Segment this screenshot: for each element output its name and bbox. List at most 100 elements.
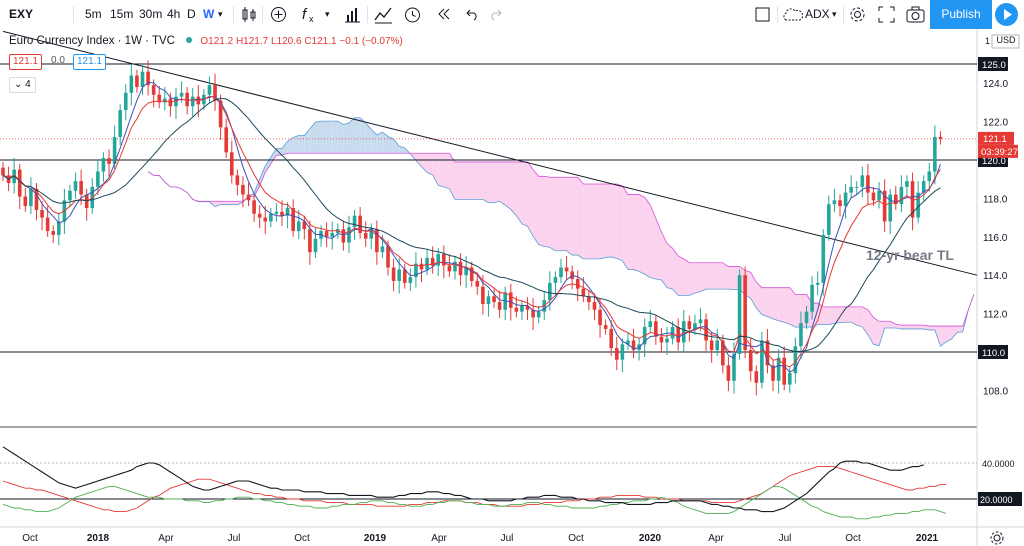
- kumo-segment: [443, 153, 450, 189]
- kumo-segment: [756, 281, 762, 315]
- kumo-segment: [906, 325, 913, 329]
- kumo-segment: [672, 248, 679, 296]
- add-indicator-icon[interactable]: [270, 6, 287, 23]
- kumo-segment: [633, 194, 640, 272]
- candle: [414, 263, 418, 278]
- kumo-segment: [767, 287, 774, 319]
- candle: [626, 340, 630, 345]
- candle: [386, 246, 390, 268]
- ma-fast-line: [2, 81, 941, 374]
- kumo-segment: [711, 262, 718, 290]
- fullscreen-rect-icon[interactable]: [755, 7, 770, 22]
- replay-icon[interactable]: [437, 7, 451, 21]
- level-tag-label: 120.0: [982, 156, 1006, 167]
- indicator-value-3[interactable]: 121.1: [73, 54, 107, 70]
- kumo-segment: [499, 161, 506, 206]
- play-icon[interactable]: [995, 3, 1018, 26]
- kumo-segment: [778, 287, 785, 323]
- time-tick-label: 2020: [639, 533, 662, 544]
- kumo-segment: [689, 262, 695, 296]
- toolbar-divider: [262, 6, 263, 23]
- gear-icon[interactable]: [849, 6, 866, 23]
- interval-15m[interactable]: 15m: [110, 7, 134, 21]
- candle: [877, 190, 881, 201]
- candles: [1, 60, 943, 396]
- line-chart-icon[interactable]: [374, 5, 393, 24]
- candle: [525, 305, 530, 310]
- legend-collapse-toggle[interactable]: ⌄ 4: [9, 77, 36, 93]
- candle: [118, 110, 122, 137]
- currency-label: USD: [996, 35, 1016, 45]
- kumo-segment: [304, 128, 310, 154]
- redo-icon[interactable]: [489, 7, 503, 21]
- symbol-search[interactable]: EXY: [9, 7, 34, 21]
- interval-d[interactable]: D: [187, 7, 196, 21]
- candle: [453, 261, 457, 272]
- candle: [464, 267, 468, 276]
- publish-button[interactable]: Publish: [930, 0, 992, 29]
- settings-gear-icon[interactable]: [990, 531, 1004, 545]
- last-price-label: 121.1: [983, 134, 1007, 145]
- time-tick-label: Apr: [158, 533, 174, 544]
- kumo-segment: [454, 161, 461, 200]
- interval-dropdown-icon[interactable]: ▾: [218, 9, 223, 19]
- legend-ohlc: O121.2 H121.7 L120.6 C121.1 −0.1 (−0.07%…: [200, 36, 403, 47]
- time-tick-label: Apr: [708, 533, 724, 544]
- candle: [698, 319, 703, 324]
- study-template-label[interactable]: ADX: [805, 7, 830, 21]
- indicator-value-1[interactable]: 121.1: [9, 54, 43, 70]
- interval-30m[interactable]: 30m: [139, 7, 163, 21]
- cloud-icon[interactable]: [781, 7, 803, 22]
- candle: [787, 373, 792, 385]
- candle: [587, 296, 591, 303]
- candle: [23, 196, 28, 207]
- level-tag: [978, 57, 1008, 71]
- kumo-segment: [722, 262, 729, 290]
- candle: [263, 217, 268, 222]
- candle: [514, 307, 519, 312]
- template-dropdown-icon[interactable]: ▾: [832, 9, 837, 19]
- kumo-segment: [343, 123, 349, 154]
- candles-style-icon[interactable]: [241, 6, 257, 23]
- kumo-segment: [505, 161, 511, 210]
- fullscreen-icon[interactable]: [878, 6, 895, 23]
- kumo-segment: [561, 177, 567, 251]
- indicators-dropdown-icon[interactable]: ▾: [325, 9, 330, 19]
- kumo-segment: [393, 139, 400, 154]
- candle: [854, 186, 859, 188]
- candle: [213, 85, 217, 101]
- candle: [581, 288, 586, 297]
- kumo-segment: [901, 325, 907, 329]
- chart-area[interactable]: 12-yr bear TL USD 1 108.0 112.0 114.0 116.0 118…: [0, 29, 1024, 546]
- kumo-segment: [231, 201, 238, 205]
- compare-bars-icon[interactable]: [344, 6, 361, 23]
- interval-4h[interactable]: 4h: [167, 7, 181, 21]
- candle: [123, 92, 128, 111]
- kumo-segment: [895, 324, 902, 329]
- gear-inner: [993, 534, 1001, 542]
- kumo-segment: [282, 141, 288, 156]
- kumo-segment: [667, 243, 673, 290]
- candle: [732, 353, 736, 381]
- time-tick-label: Jul: [228, 533, 241, 544]
- time-tick-label: 2021: [916, 533, 939, 544]
- kumo-segment: [957, 326, 963, 333]
- candle: [469, 267, 474, 281]
- price-tick-label: 114.0: [983, 271, 1008, 282]
- undo-icon[interactable]: [465, 7, 479, 21]
- candle: [51, 231, 56, 235]
- price-tick-label: 124.0: [983, 79, 1008, 90]
- interval-5m[interactable]: 5m: [85, 7, 102, 21]
- countdown-tag: [978, 144, 1018, 158]
- interval-w[interactable]: W: [203, 7, 215, 21]
- candle: [257, 213, 262, 218]
- countdown-label: 03:39:27: [981, 147, 1018, 158]
- time-tick-label: Apr: [431, 533, 447, 544]
- kumo-segment: [460, 161, 467, 200]
- price-tick-label: 112.0: [983, 310, 1008, 321]
- kumo-segment: [856, 306, 863, 328]
- alert-clock-icon[interactable]: [403, 5, 422, 24]
- market-status-icon: [186, 37, 193, 43]
- camera-icon[interactable]: [906, 6, 925, 23]
